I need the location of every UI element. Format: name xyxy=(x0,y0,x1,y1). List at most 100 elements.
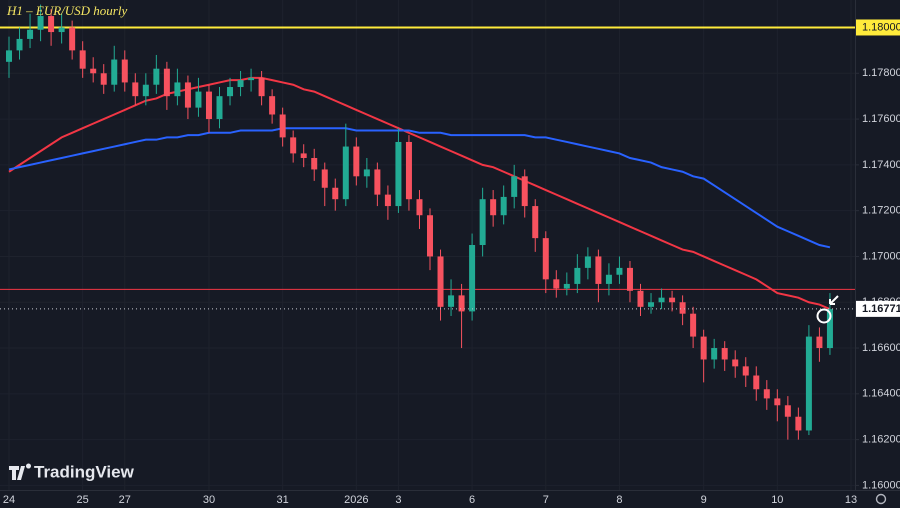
candle-body xyxy=(142,84,149,97)
chart-title: H1 – EUR/USD hourly xyxy=(6,3,127,18)
candle-body xyxy=(532,206,539,239)
x-tick-label: 25 xyxy=(77,494,89,506)
candle-body xyxy=(711,348,718,360)
price-badge xyxy=(856,19,900,36)
candle-body xyxy=(205,91,212,120)
candle-body xyxy=(384,194,391,207)
settings-icon[interactable] xyxy=(875,493,887,505)
candle-body xyxy=(300,153,307,158)
x-tick-label: 30 xyxy=(203,494,215,506)
candle-body xyxy=(732,359,739,367)
candle-body xyxy=(721,348,728,360)
price-badge-label: 1.18000 xyxy=(862,21,900,33)
candle-body xyxy=(658,297,665,303)
y-tick-label: 1.16400 xyxy=(862,388,900,400)
candle-body xyxy=(563,283,570,289)
y-tick-label: 1.16000 xyxy=(862,479,900,491)
candle-body xyxy=(121,59,128,83)
annotation-circle xyxy=(816,308,832,324)
plot-area xyxy=(0,4,855,440)
y-tick-label: 1.17600 xyxy=(862,113,900,125)
candle-body xyxy=(605,274,612,284)
candle-body xyxy=(332,187,339,200)
watermark: TradingView xyxy=(34,462,135,481)
candle-body xyxy=(542,238,549,280)
grid xyxy=(0,0,855,490)
y-tick-label: 1.16200 xyxy=(862,434,900,446)
candle-body xyxy=(448,295,455,307)
candle-body xyxy=(648,302,655,307)
candle-body xyxy=(279,114,286,138)
candle-body xyxy=(227,87,234,97)
candle-body xyxy=(416,199,423,216)
x-tick-label: 7 xyxy=(543,494,549,506)
annotation-arrow xyxy=(829,295,839,305)
candle-body xyxy=(16,38,23,51)
logo: TradingView xyxy=(9,462,135,481)
candle-body xyxy=(58,27,65,33)
x-tick-label: 9 xyxy=(701,494,707,506)
x-tick-label: 3 xyxy=(395,494,401,506)
candle-body xyxy=(374,169,381,195)
candle-body xyxy=(690,313,697,337)
candle-body xyxy=(700,336,707,360)
y-tick-label: 1.16600 xyxy=(862,342,900,354)
candle-body xyxy=(595,256,602,284)
y-tick-label: 1.17400 xyxy=(862,159,900,171)
candle-body xyxy=(437,256,444,307)
candle-body xyxy=(248,77,255,81)
candle-body xyxy=(216,96,223,120)
y-tick-label: 1.17000 xyxy=(862,250,900,262)
candle-body xyxy=(469,245,476,312)
candle-body xyxy=(742,366,749,376)
candle-body xyxy=(79,50,86,69)
y-tick-label: 1.17800 xyxy=(862,67,900,79)
candle-body xyxy=(6,50,12,62)
candle-body xyxy=(763,389,770,399)
candle-body xyxy=(395,141,402,207)
x-tick-label: 27 xyxy=(119,494,131,506)
candle-body xyxy=(521,176,528,207)
candle-body xyxy=(584,256,591,268)
annotation xyxy=(816,295,839,324)
candle-body xyxy=(616,267,623,275)
candle-body xyxy=(500,196,507,216)
candle-body xyxy=(195,91,202,108)
candle-body xyxy=(669,297,676,303)
candle-body xyxy=(258,77,265,97)
candle-body xyxy=(553,279,560,289)
candle-body xyxy=(826,309,833,349)
candle-body xyxy=(479,199,486,245)
candle-body xyxy=(405,141,412,200)
moving-average-line xyxy=(8,127,831,249)
last-price-label: 1.16771 xyxy=(862,303,900,315)
candle-body xyxy=(90,68,97,74)
candle-body xyxy=(27,29,34,39)
x-tick-label: 6 xyxy=(469,494,475,506)
candle-body xyxy=(637,290,644,307)
settings-gear[interactable] xyxy=(875,493,887,505)
candle-body xyxy=(163,68,170,97)
candle-body xyxy=(184,82,191,108)
candle-body xyxy=(237,80,244,88)
x-tick-label: 31 xyxy=(277,494,289,506)
candle-body xyxy=(342,146,349,200)
x-tick-label: 2026 xyxy=(344,494,368,506)
candle-body xyxy=(174,82,181,97)
candle-body xyxy=(363,169,370,177)
y-tick-label: 1.17200 xyxy=(862,205,900,217)
x-tick-label: 24 xyxy=(3,494,15,506)
candle-body xyxy=(753,375,760,390)
candle-body xyxy=(490,199,497,216)
candle-body xyxy=(427,215,433,257)
candle-body xyxy=(626,267,633,291)
candle-body xyxy=(153,68,160,85)
candle-body xyxy=(321,169,328,188)
candle-body xyxy=(37,16,44,30)
candle-body xyxy=(795,416,802,431)
candle-body xyxy=(511,176,518,197)
x-tick-label: 8 xyxy=(616,494,622,506)
candle-body xyxy=(774,398,781,406)
